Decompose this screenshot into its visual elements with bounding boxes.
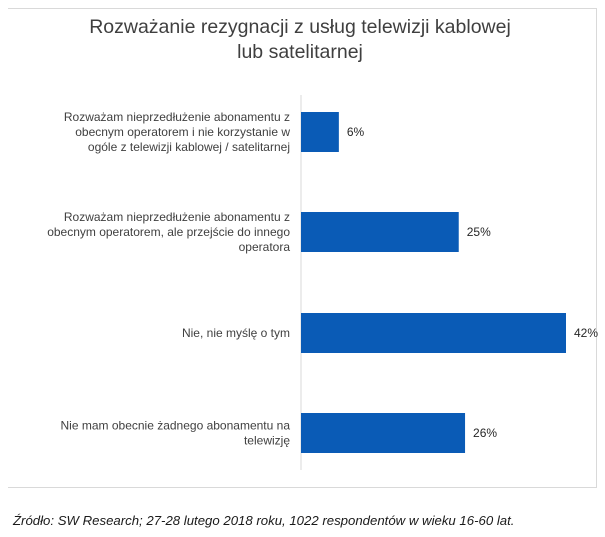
bar-1 xyxy=(301,112,339,152)
category-label-4-line-1: Nie mam obecnie żadnego abonamentu na xyxy=(61,419,291,433)
category-label-3-line-1: Nie, nie myślę o tym xyxy=(182,326,290,340)
category-label-1-line-3: ogóle z telewizji kablowej / satelitarne… xyxy=(88,140,290,154)
value-label-3: 42% xyxy=(574,326,598,340)
chart-frame xyxy=(8,8,597,488)
bar-chart: Rozważanie rezygnacji z usług telewizji … xyxy=(47,16,598,470)
category-label-2-line-3: operatora xyxy=(239,240,291,254)
chart-title-line-2: lub satelitarnej xyxy=(237,41,363,63)
bar-3 xyxy=(301,313,566,353)
value-label-4: 26% xyxy=(473,426,497,440)
value-label-2: 25% xyxy=(467,225,491,239)
source-note: Źródło: SW Research; 27-28 lutego 2018 r… xyxy=(13,513,515,528)
category-label-1-line-2: obecnym operatorem i nie korzystanie w xyxy=(75,125,290,139)
bar-2 xyxy=(301,212,459,252)
category-label-4-line-2: telewizję xyxy=(244,434,290,448)
chart-title-line-1: Rozważanie rezygnacji z usług telewizji … xyxy=(89,16,511,38)
category-label-2-line-1: Rozważam nieprzedłużenie abonamentu z xyxy=(64,210,290,224)
category-label-1-line-1: Rozważam nieprzedłużenie abonamentu z xyxy=(64,110,290,124)
category-label-2-line-2: obecnym operatorem, ale przejście do inn… xyxy=(47,225,290,239)
value-label-1: 6% xyxy=(347,125,365,139)
bar-4 xyxy=(301,413,466,453)
